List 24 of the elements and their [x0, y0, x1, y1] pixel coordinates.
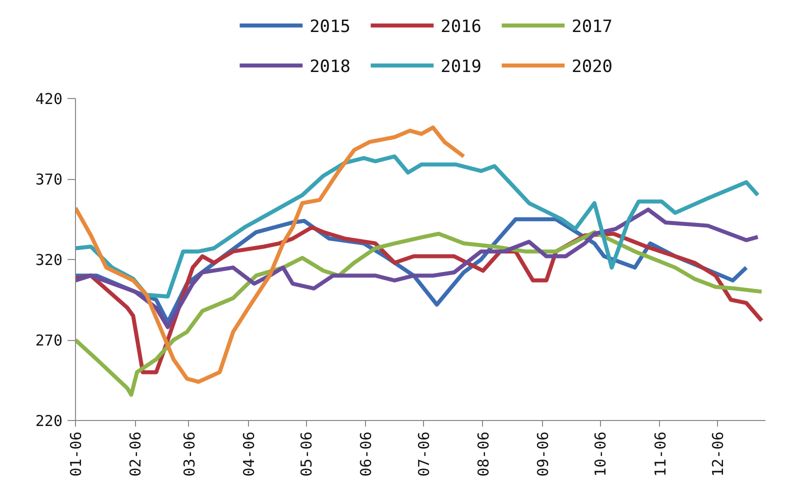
x-tick-label: 04-06	[240, 432, 258, 477]
legend-label: 2018	[310, 57, 351, 77]
line-series	[76, 125, 466, 384]
x-tick-label: 11-06	[651, 432, 670, 477]
legend-label: 2017	[572, 17, 613, 37]
x-tick-label: 06-06	[357, 432, 376, 477]
legend-label: 2020	[572, 57, 613, 77]
x-tick-label: 10-06	[592, 432, 610, 477]
x-tick-label: 07-06	[414, 432, 433, 477]
legend-label: 2019	[440, 57, 482, 77]
x-tick-label: 09-06	[534, 432, 552, 477]
x-tick-label: 03-06	[180, 432, 198, 477]
legend-label: 2016	[440, 17, 482, 37]
y-tick-label: 320	[35, 251, 62, 269]
y-tick-label: 220	[35, 412, 62, 430]
x-tick-label: 08-06	[474, 432, 492, 477]
x-tick-label: 01-06	[67, 432, 85, 477]
y-tick-label: 420	[35, 90, 62, 108]
y-tick-label: 370	[35, 170, 62, 188]
x-tick-label: 05-06	[298, 432, 316, 477]
x-tick-label: 02-06	[126, 432, 145, 477]
y-tick-label: 270	[35, 332, 62, 350]
legend-label: 2015	[310, 17, 351, 37]
x-tick-label: 12-06	[708, 432, 727, 477]
